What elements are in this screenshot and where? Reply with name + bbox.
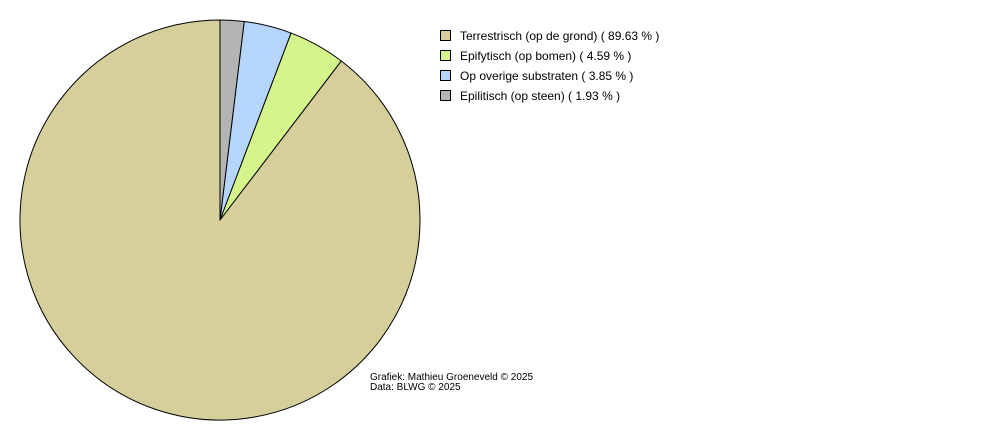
pie-slices — [19, 19, 421, 421]
legend-label-0: Terrestrisch (op de grond) ( 89.63 % ) — [460, 29, 659, 43]
credit-data: Data: BLWG © 2025 — [370, 382, 461, 393]
legend-label-3: Epilitisch (op steen) ( 1.93 % ) — [460, 89, 620, 103]
credit-graph: Grafiek: Mathieu Groeneveld © 2025 — [370, 372, 533, 383]
legend-swatch-3 — [440, 90, 451, 101]
legend: Terrestrisch (op de grond) ( 89.63 % ) Ep… — [440, 29, 659, 103]
legend-swatch-2 — [440, 70, 451, 81]
legend-swatch-1 — [440, 50, 451, 61]
pie-slice-3 — [219, 19, 245, 221]
legend-swatch-0 — [440, 30, 451, 41]
legend-label-1: Epifytisch (op bomen) ( 4.59 % ) — [460, 49, 631, 63]
legend-label-2: Op overige substraten ( 3.85 % ) — [460, 69, 633, 83]
